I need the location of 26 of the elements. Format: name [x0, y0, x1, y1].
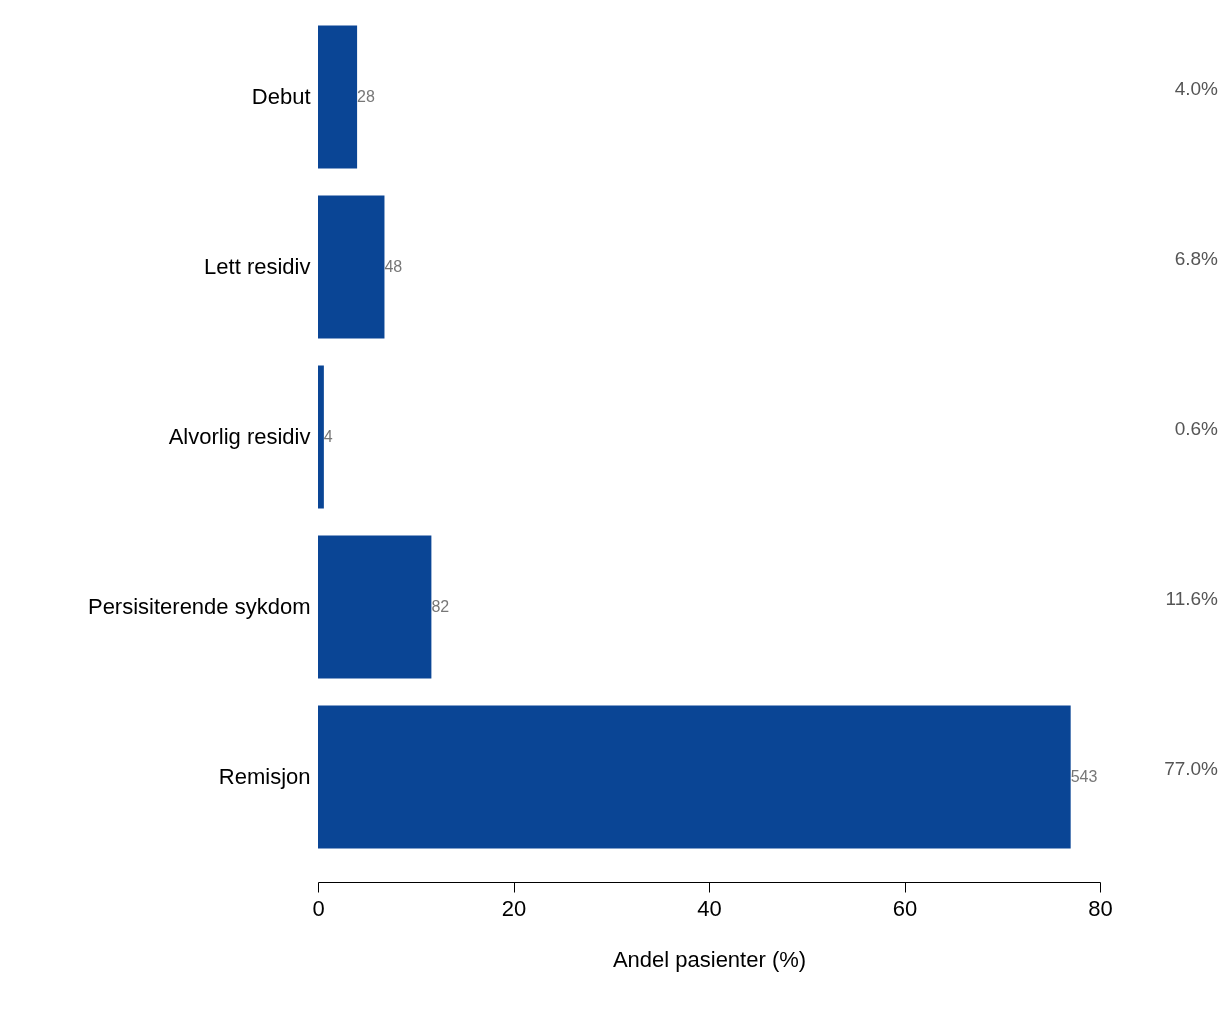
annotation: 48 [384, 258, 403, 275]
data-label: 0.6% [1174, 418, 1219, 439]
annotation: 543 [1070, 768, 1098, 785]
y-tick-label: Debut [251, 84, 311, 109]
x-tick-label: 80 [1088, 895, 1113, 921]
y-tick-label: Alvorlig residiv [168, 424, 311, 449]
bar [318, 535, 432, 679]
data-label: 6.8% [1174, 248, 1219, 269]
x-axis-title: Andel pasienter (%) [612, 946, 807, 972]
bar [318, 195, 385, 339]
bar [318, 365, 324, 509]
bar [318, 25, 358, 169]
x-tick-label: 60 [892, 895, 918, 921]
y-tick-label: Lett residiv [204, 254, 311, 279]
y-tick-label: Remisjon [218, 764, 311, 789]
data-label: 11.6% [1165, 588, 1219, 609]
bar [318, 705, 1071, 849]
x-tick-label: 20 [501, 895, 527, 921]
annotation: 82 [431, 598, 450, 615]
x-tick-label: 40 [697, 895, 722, 921]
annotation: 4 [323, 428, 333, 445]
data-label: 4.0% [1174, 78, 1219, 99]
x-tick-label: 0 [312, 895, 325, 921]
data-label: 77.0% [1164, 758, 1219, 779]
y-tick-label: Persisiterende sykdom [87, 594, 311, 619]
annotation: 28 [357, 88, 375, 105]
